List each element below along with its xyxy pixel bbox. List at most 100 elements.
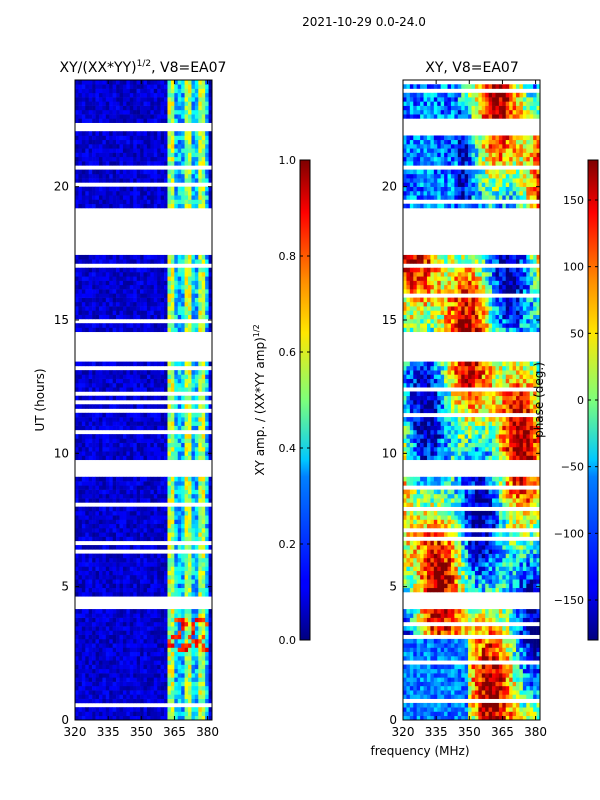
heatmap-cell xyxy=(140,387,144,392)
heatmap-cell xyxy=(461,664,465,670)
heatmap-cell xyxy=(98,259,103,264)
heatmap-cell xyxy=(208,276,213,281)
heatmap-cell xyxy=(184,374,189,379)
heatmap-cell xyxy=(136,421,141,426)
heatmap-cell xyxy=(133,109,137,115)
heatmap-cell xyxy=(88,293,93,298)
heatmap-cell xyxy=(512,664,517,670)
heatmap-cell xyxy=(92,707,96,712)
heatmap-cell xyxy=(426,664,431,670)
heatmap-cell xyxy=(181,395,185,401)
heatmap-cell xyxy=(464,664,469,670)
heatmap-cell xyxy=(471,681,476,687)
heatmap-cell xyxy=(194,528,199,533)
heatmap-cell xyxy=(205,506,209,512)
heatmap-cell xyxy=(85,425,89,431)
heatmap-cell xyxy=(170,97,175,102)
heatmap-cell xyxy=(102,395,107,401)
heatmap-cell xyxy=(208,310,213,315)
heatmap-cell xyxy=(208,284,213,290)
heatmap-cell xyxy=(177,515,182,520)
heatmap-cell xyxy=(153,651,158,657)
heatmap-cell xyxy=(485,690,489,695)
heatmap-cell xyxy=(181,267,185,273)
heatmap-cell xyxy=(150,284,155,290)
heatmap-cell xyxy=(426,668,431,674)
heatmap-cell xyxy=(198,323,203,328)
heatmap-cell xyxy=(413,673,417,678)
heatmap-cell xyxy=(95,84,100,89)
heatmap-cell xyxy=(119,297,124,303)
heatmap-cell xyxy=(512,694,517,699)
heatmap-cell xyxy=(188,523,192,529)
heatmap-cell xyxy=(174,301,179,307)
heatmap-cell xyxy=(164,425,168,431)
heatmap-cell xyxy=(177,481,182,486)
heatmap-cell xyxy=(160,562,165,567)
heatmap-cell xyxy=(188,438,192,443)
heatmap-cell xyxy=(119,519,124,525)
heatmap-cell xyxy=(88,190,93,196)
heatmap-cell xyxy=(105,186,110,192)
heatmap-cell xyxy=(85,301,89,307)
left-colorbar-ramp xyxy=(299,159,311,641)
heatmap-cell xyxy=(85,523,89,529)
heatmap-cell xyxy=(143,660,148,665)
heatmap-cell xyxy=(174,630,179,635)
heatmap-cell xyxy=(170,259,175,264)
heatmap-cell xyxy=(157,715,161,721)
heatmap-cell xyxy=(481,711,486,717)
heatmap-cell xyxy=(109,715,113,721)
heatmap-cell xyxy=(430,690,435,695)
heatmap-cell xyxy=(78,169,83,175)
heatmap-cell xyxy=(174,105,179,111)
heatmap-cell xyxy=(102,374,107,379)
heatmap-cell xyxy=(75,434,79,439)
heatmap-cell xyxy=(136,493,141,499)
heatmap-cell xyxy=(184,510,189,516)
heatmap-cell xyxy=(126,638,131,644)
heatmap-cell xyxy=(126,421,131,426)
heatmap-cell xyxy=(126,562,131,567)
heatmap-cell xyxy=(198,515,203,520)
heatmap-cell xyxy=(136,395,141,401)
heatmap-cell xyxy=(194,178,199,183)
heatmap-cell xyxy=(75,284,79,290)
heatmap-cell xyxy=(75,404,79,409)
heatmap-cell xyxy=(450,656,455,661)
heatmap-cell xyxy=(516,673,520,678)
heatmap-cell xyxy=(160,370,165,375)
heatmap-cell xyxy=(85,144,89,149)
heatmap-cell xyxy=(164,451,168,456)
heatmap-cell xyxy=(85,634,89,640)
heatmap-cell xyxy=(201,297,206,303)
heatmap-cell xyxy=(164,493,168,499)
heatmap-cell xyxy=(184,259,189,264)
heatmap-cell xyxy=(95,297,100,303)
heatmap-cell xyxy=(140,553,144,559)
heatmap-cell xyxy=(126,280,131,286)
heatmap-cell xyxy=(92,660,96,665)
heatmap-cell xyxy=(194,609,199,614)
heatmap-cell xyxy=(191,553,196,559)
heatmap-cell xyxy=(126,685,131,691)
heatmap-cell xyxy=(88,553,93,559)
heatmap-cell xyxy=(153,434,158,439)
heatmap-cell xyxy=(75,698,79,704)
heatmap-cell xyxy=(170,515,175,520)
heatmap-cell xyxy=(150,566,155,571)
heatmap-cell xyxy=(201,404,206,409)
heatmap-cell xyxy=(440,694,445,699)
heatmap-cell xyxy=(406,651,411,657)
heatmap-cell xyxy=(153,668,158,674)
heatmap-cell xyxy=(140,139,144,145)
heatmap-cell xyxy=(143,587,148,593)
heatmap-cell xyxy=(157,694,161,699)
heatmap-cell xyxy=(122,451,127,456)
heatmap-cell xyxy=(201,178,206,183)
heatmap-cell xyxy=(208,673,213,678)
heatmap-cell xyxy=(143,442,148,448)
heatmap-cell xyxy=(102,203,107,209)
heatmap-cell xyxy=(133,84,137,89)
heatmap-cell xyxy=(95,698,100,704)
